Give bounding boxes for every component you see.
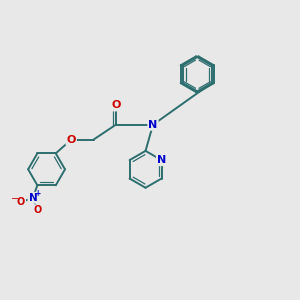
Text: N: N: [148, 120, 158, 130]
Text: O: O: [33, 205, 41, 215]
Text: O: O: [17, 197, 25, 207]
Text: −: −: [11, 194, 19, 204]
Text: N: N: [28, 193, 37, 203]
Text: O: O: [111, 100, 121, 110]
Text: O: O: [67, 135, 76, 145]
Text: N: N: [157, 155, 166, 165]
Text: +: +: [34, 189, 41, 198]
